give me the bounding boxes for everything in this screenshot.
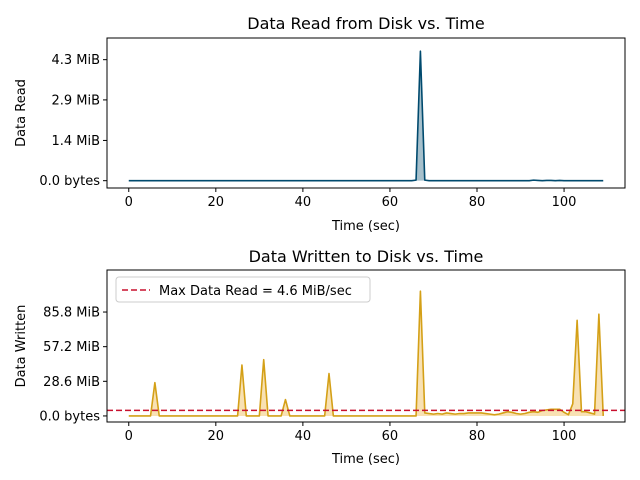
chart-data-read: Data Read from Disk vs. Time 0 20 40 60 80 10… [14,14,626,234]
x-axis-ticks: 0 20 40 60 80 100 [125,422,577,444]
y-tick-label: 0.0 bytes [39,409,100,424]
x-tick-label: 0 [125,195,133,210]
y-tick-label: 0.0 bytes [39,174,100,189]
chart-title: Data Written to Disk vs. Time [249,247,484,266]
y-tick-label: 4.3 MiB [51,53,100,68]
x-tick-label: 40 [295,429,312,444]
x-tick-label: 100 [552,429,577,444]
x-tick-label: 0 [125,429,133,444]
x-axis-label: Time (sec) [331,219,400,234]
plot-frame [106,269,626,423]
y-tick-label: 57.2 MiB [43,340,100,355]
y-axis-label: Data Written [14,305,29,388]
x-tick-label: 100 [552,195,577,210]
y-tick-label: 28.6 MiB [43,375,100,390]
y-tick-label: 2.9 MiB [51,93,100,108]
plot-marks [128,50,604,182]
y-axis-label: Data Read [14,79,29,147]
x-tick-label: 60 [382,429,399,444]
legend-box [115,276,371,303]
x-tick-label: 20 [208,195,225,210]
y-tick-label: 1.4 MiB [51,134,100,149]
series-line [128,290,605,417]
x-axis-label: Time (sec) [331,452,400,467]
plot-marks [107,290,625,417]
series-line [128,50,604,182]
x-tick-label: 40 [295,195,312,210]
x-axis-ticks: 0 20 40 60 80 100 [125,188,577,210]
x-tick-label: 60 [382,195,399,210]
plot-frame [106,37,626,189]
chart-data-written: Data Written to Disk vs. Time 0 20 40 60 80 1… [14,247,626,467]
y-axis-ticks: 0.0 bytes 1.4 MiB 2.9 MiB 4.3 MiB [39,53,107,189]
legend: Max Data Read = 4.6 MiB/sec [115,276,371,303]
y-tick-label: 85.8 MiB [43,306,100,321]
y-axis-ticks: 0.0 bytes 28.6 MiB 57.2 MiB 85.8 MiB [39,306,107,424]
x-tick-label: 80 [469,195,486,210]
legend-label: Max Data Read = 4.6 MiB/sec [159,284,352,299]
chart-title: Data Read from Disk vs. Time [247,14,484,33]
x-tick-label: 80 [469,429,486,444]
x-tick-label: 20 [208,429,225,444]
